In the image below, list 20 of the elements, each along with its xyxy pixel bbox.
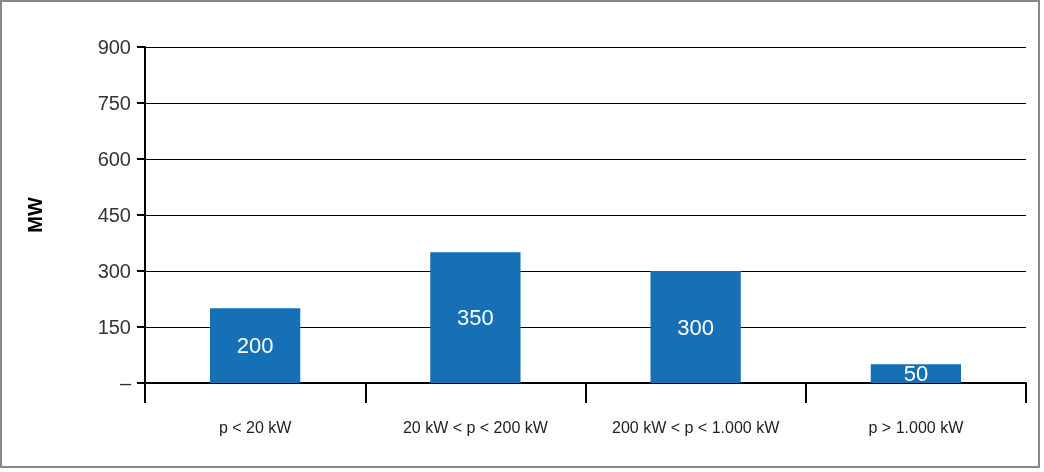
y-tick-label: 600 (97, 148, 131, 170)
y-tick-label: 150 (97, 316, 131, 338)
y-tick-label: – (119, 372, 132, 394)
data-label: 200 (236, 333, 274, 359)
y-tick-label: 750 (97, 92, 131, 114)
y-tick-label: 300 (97, 260, 131, 282)
bar (209, 308, 301, 383)
x-tick-label: p > 1.000 kW (868, 418, 965, 436)
data-label: 300 (677, 314, 714, 340)
bar (430, 252, 521, 383)
x-tick-label: p < 20 kW (218, 418, 293, 436)
x-tick-label: 200 kW < p < 1.000 kW (612, 418, 781, 436)
data-label: 50 (903, 361, 929, 387)
data-label: 350 (457, 305, 494, 331)
bar (650, 271, 741, 383)
bar (870, 364, 962, 383)
y-tick-label: 900 (97, 36, 131, 58)
y-axis-title: MW (24, 197, 46, 233)
x-tick-label: 20 kW < p < 200 kW (402, 418, 549, 436)
y-tick-label: 450 (97, 204, 131, 226)
